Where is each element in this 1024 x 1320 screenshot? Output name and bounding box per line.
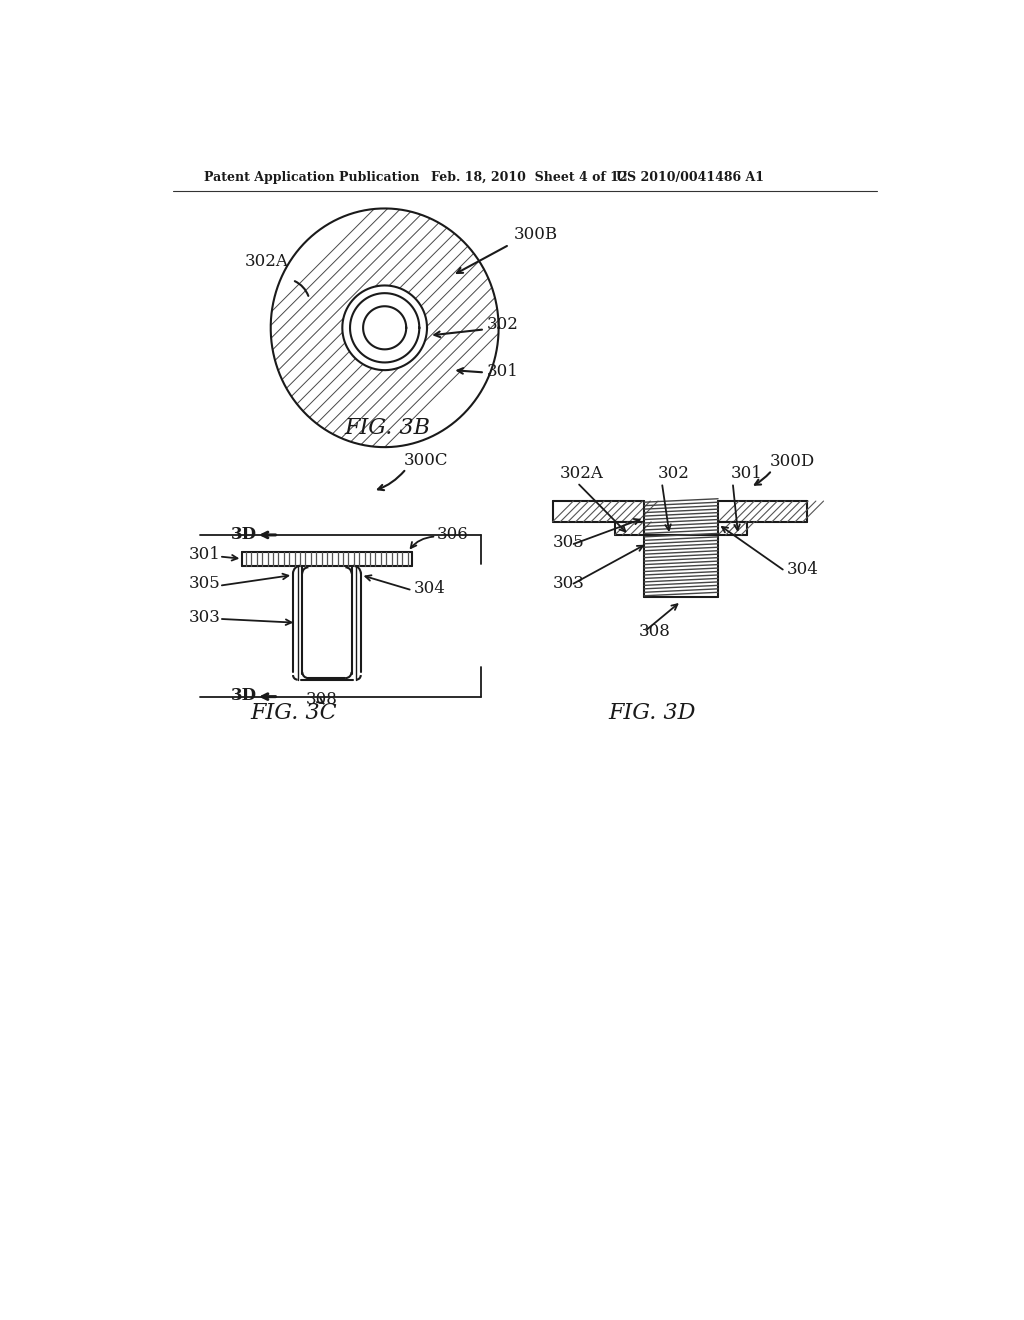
Text: 303: 303 xyxy=(189,609,221,626)
Text: 302: 302 xyxy=(658,465,690,482)
Text: 300C: 300C xyxy=(403,451,449,469)
Text: 301: 301 xyxy=(189,545,221,562)
Text: 308: 308 xyxy=(306,692,338,709)
Text: 304: 304 xyxy=(414,579,445,597)
Text: FIG. 3B: FIG. 3B xyxy=(345,417,431,440)
Text: 301: 301 xyxy=(486,363,518,380)
Text: 304: 304 xyxy=(786,561,818,578)
Text: FIG. 3D: FIG. 3D xyxy=(608,702,695,723)
Text: 3D: 3D xyxy=(230,525,257,543)
Text: 3D: 3D xyxy=(230,688,257,705)
Text: 300B: 300B xyxy=(514,226,558,243)
Text: FIG. 3C: FIG. 3C xyxy=(250,702,337,723)
Text: 301: 301 xyxy=(731,465,763,482)
Text: Feb. 18, 2010  Sheet 4 of 12: Feb. 18, 2010 Sheet 4 of 12 xyxy=(431,172,628,185)
Text: 300D: 300D xyxy=(770,453,815,470)
Text: 302A: 302A xyxy=(245,253,289,271)
Text: 305: 305 xyxy=(553,535,585,552)
Text: 305: 305 xyxy=(189,576,221,593)
Text: 302: 302 xyxy=(486,317,518,334)
Text: 308: 308 xyxy=(639,623,671,640)
Text: 303: 303 xyxy=(553,576,585,593)
Text: 302A: 302A xyxy=(560,465,604,482)
Text: US 2010/0041486 A1: US 2010/0041486 A1 xyxy=(615,172,764,185)
Text: 306: 306 xyxy=(437,525,469,543)
Text: Patent Application Publication: Patent Application Publication xyxy=(204,172,419,185)
